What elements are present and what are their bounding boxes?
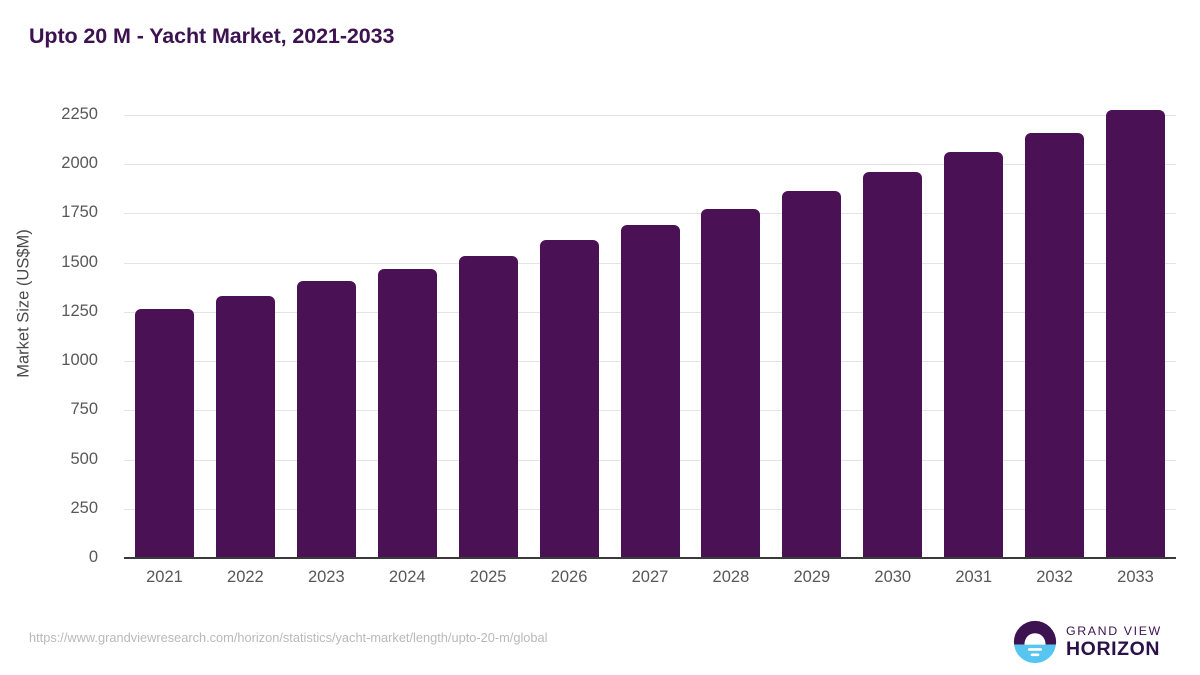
bar-slot: [944, 115, 1004, 558]
x-axis-tick-labels: 2021 2022 2023 2024 2025 2026 2027 2028 2029 2030…: [124, 568, 1176, 598]
bar-slot: [1025, 115, 1085, 558]
bar-2029[interactable]: [782, 190, 842, 558]
plot-area: [124, 110, 1176, 558]
y-tick-label: 0: [88, 548, 98, 566]
x-tick-label: 2033: [1117, 568, 1154, 586]
bar-2027[interactable]: [620, 225, 680, 558]
y-tick-label: 2250: [61, 105, 98, 123]
bar-2031[interactable]: [944, 152, 1004, 558]
bar-2030[interactable]: [863, 172, 923, 558]
source-url[interactable]: https://www.grandviewresearch.com/horizo…: [29, 630, 548, 645]
bar-slot: [215, 115, 275, 558]
y-axis-tick-labels: 0 250 500 750 1000 1250 1500 1750 2000 2250: [0, 0, 108, 675]
y-tick-label: 500: [70, 449, 98, 468]
horizon-circle-icon: [1013, 620, 1057, 664]
bar-slot: [863, 115, 923, 558]
x-tick-label: 2023: [307, 568, 345, 586]
y-tick-label: 1000: [61, 351, 98, 370]
x-tick-label: 2030: [874, 568, 912, 586]
logo-line-horizon: HORIZON: [1066, 637, 1161, 660]
logo-wordmark: GRAND VIEW HORIZON: [1066, 623, 1162, 660]
x-tick-label: 2031: [955, 568, 993, 586]
x-tick-label: 2022: [227, 568, 264, 586]
bar-slot: [782, 115, 842, 558]
bar-2024[interactable]: [377, 268, 437, 558]
y-tick-label: 250: [70, 498, 98, 517]
bar-2032[interactable]: [1025, 132, 1085, 558]
y-tick-label: 1250: [61, 301, 98, 320]
y-tick-label: 750: [70, 400, 98, 419]
x-tick-label: 2027: [631, 568, 669, 586]
y-tick-label: 1750: [61, 203, 98, 222]
x-tick-label: 2024: [388, 568, 426, 586]
y-tick-label: 1500: [61, 252, 98, 271]
bar-2033[interactable]: [1106, 110, 1166, 558]
page-title: Upto 20 M - Yacht Market, 2021-2033: [29, 24, 395, 48]
gridline: [124, 164, 1176, 166]
bar-slot: [620, 115, 680, 558]
bar-slot: [377, 115, 437, 558]
bar-2025[interactable]: [458, 255, 518, 558]
bar-slot: [458, 115, 518, 558]
bar-slot: [296, 115, 356, 558]
x-tick-label: 2032: [1036, 568, 1073, 586]
bar-2023[interactable]: [296, 281, 356, 558]
bar-2021[interactable]: [134, 308, 194, 558]
bar-2028[interactable]: [701, 208, 761, 558]
logo-line-grand-view: GRAND VIEW: [1066, 623, 1162, 638]
x-tick-label: 2026: [550, 568, 588, 586]
gridline: [124, 115, 1176, 116]
grand-view-horizon-logo[interactable]: GRAND VIEW HORIZON: [1013, 620, 1176, 664]
bar-slot: [539, 115, 599, 558]
x-tick-label: 2021: [146, 568, 183, 586]
bar-slot: [1106, 110, 1166, 558]
x-tick-label: 2028: [712, 568, 750, 586]
y-tick-label: 2000: [61, 154, 98, 173]
x-axis-line: [124, 557, 1176, 559]
bar-2022[interactable]: [215, 296, 275, 558]
x-tick-label: 2029: [793, 568, 831, 586]
bar-slot: [701, 115, 761, 558]
gridline: [124, 213, 1176, 215]
bar-slot: [134, 115, 194, 558]
bar-2026[interactable]: [539, 240, 599, 558]
x-tick-label: 2025: [469, 568, 507, 586]
